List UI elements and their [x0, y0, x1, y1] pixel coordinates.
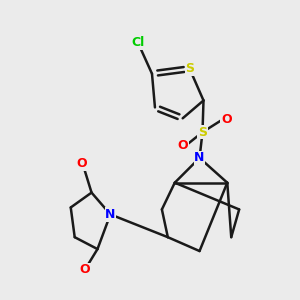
Text: O: O [76, 158, 87, 170]
Text: N: N [105, 208, 116, 221]
Text: Cl: Cl [131, 37, 145, 50]
Text: S: S [185, 62, 194, 75]
Text: O: O [221, 113, 232, 126]
Text: S: S [198, 126, 207, 139]
Text: O: O [79, 263, 90, 276]
Text: N: N [194, 152, 205, 164]
Text: O: O [177, 139, 188, 152]
